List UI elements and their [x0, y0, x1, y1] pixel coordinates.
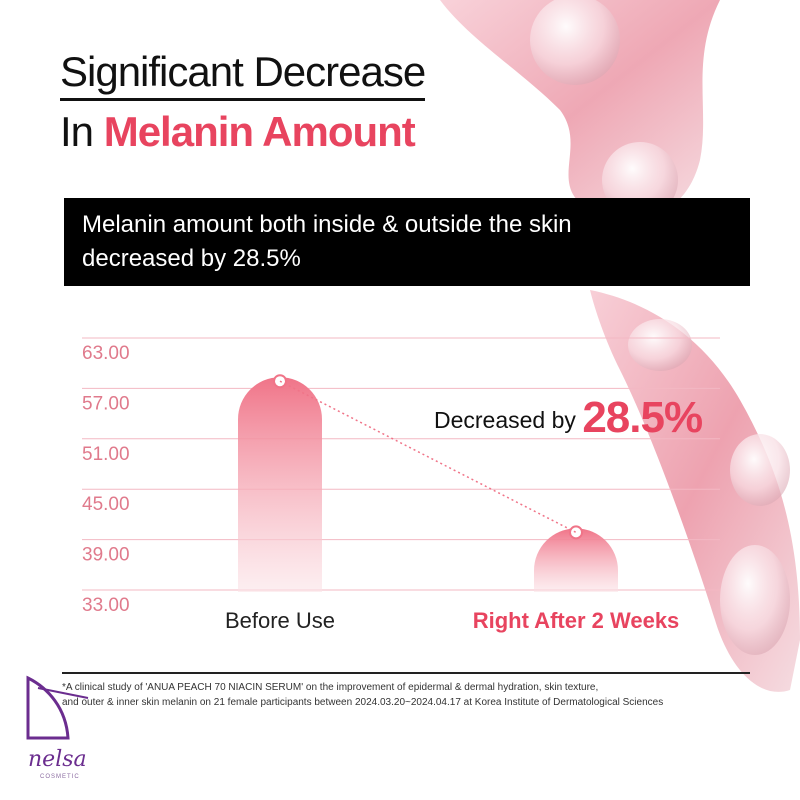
footnote-divider [62, 672, 750, 674]
bar [534, 528, 618, 592]
x-category-label: Before Use [225, 608, 335, 633]
x-category-label: Right After 2 Weeks [473, 608, 680, 633]
y-tick-label: 51.00 [82, 444, 130, 465]
page-title: Significant Decrease [60, 48, 426, 101]
bar-top-marker [569, 525, 583, 540]
banner-line-2: decreased by 28.5% [82, 245, 301, 272]
decrease-callout: Decreased by 28.5% [434, 393, 703, 443]
logo-subtext: COSMETIC [40, 774, 80, 780]
study-footnote: *A clinical study of 'ANUA PEACH 70 NIAC… [62, 680, 762, 710]
summary-banner: Melanin amount both inside & outside the… [64, 198, 750, 286]
y-tick-label: 45.00 [82, 494, 130, 515]
callout-value: 28.5% [582, 393, 703, 442]
banner-line-1: Melanin amount both inside & outside the… [82, 211, 572, 238]
logo-text: nelsa [28, 747, 87, 772]
subtitle-accent: Melanin Amount [103, 108, 416, 155]
subtitle-prefix: In [60, 108, 104, 155]
footnote-line-1: *A clinical study of 'ANUA PEACH 70 NIAC… [62, 682, 599, 693]
trend-connector [279, 380, 577, 534]
callout-prefix: Decreased by [434, 407, 583, 433]
page-subtitle: In Melanin Amount [60, 108, 416, 156]
brand-logo: nelsa COSMETIC [26, 675, 89, 780]
y-tick-label: 39.00 [82, 545, 130, 566]
footnote-line-2: and outer & inner skin melanin on 21 fem… [62, 697, 664, 708]
y-tick-label: 33.00 [82, 595, 130, 616]
bar [238, 377, 322, 592]
y-tick-label: 63.00 [82, 343, 130, 364]
y-tick-label: 57.00 [82, 393, 130, 414]
